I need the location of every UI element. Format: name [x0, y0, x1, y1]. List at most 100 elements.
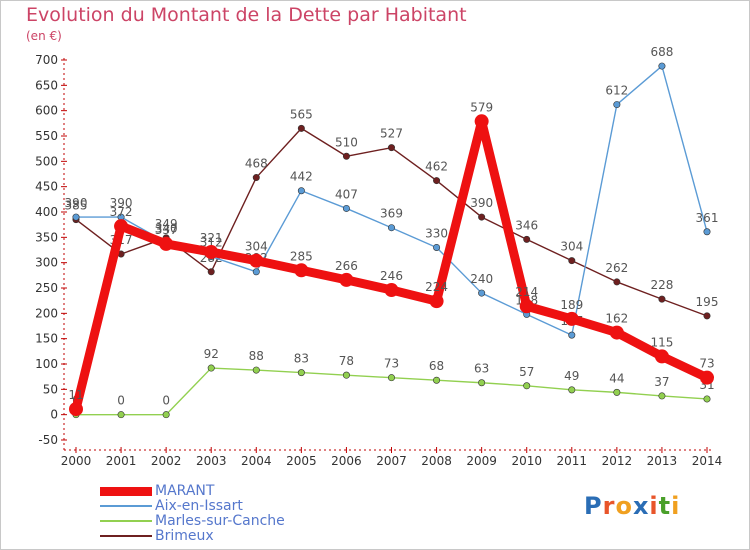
- data-point: [429, 294, 444, 309]
- data-label: 688: [650, 45, 673, 59]
- legend-swatch: [100, 535, 152, 537]
- data-label: 565: [290, 107, 313, 121]
- data-label: 115: [650, 335, 673, 349]
- data-label: 214: [515, 285, 538, 299]
- data-point: [433, 376, 441, 384]
- x-tick-label: 2013: [647, 454, 678, 468]
- data-point: [207, 364, 215, 372]
- data-point: [568, 257, 576, 265]
- data-label: 304: [560, 240, 583, 254]
- data-label: 266: [335, 259, 358, 273]
- data-point: [523, 382, 531, 390]
- data-point: [433, 177, 441, 185]
- logo-letter: i: [649, 492, 659, 520]
- data-point: [568, 386, 576, 394]
- legend-label: Aix-en-Issart: [155, 498, 243, 514]
- legend-swatch: [100, 487, 152, 496]
- y-tick-label: 400: [35, 205, 58, 219]
- x-tick-label: 2003: [196, 454, 227, 468]
- y-tick-label: 300: [35, 256, 58, 270]
- proxiti-logo: Proxiti: [584, 492, 680, 520]
- data-label: 361: [696, 211, 719, 225]
- data-label: 372: [110, 205, 133, 219]
- data-point: [658, 295, 666, 303]
- data-point: [204, 245, 219, 260]
- data-label: 63: [474, 362, 489, 376]
- data-label: 579: [470, 100, 493, 114]
- data-label: 612: [605, 84, 628, 98]
- data-label: 262: [605, 261, 628, 275]
- legend-swatch: [100, 505, 152, 507]
- legend-label: Brimeux: [155, 528, 214, 544]
- y-tick-label: 550: [35, 129, 58, 143]
- y-tick-label: 0: [50, 408, 58, 422]
- legend-swatch: [100, 520, 152, 522]
- data-point: [252, 366, 260, 374]
- data-point: [613, 278, 621, 286]
- chart-title: Evolution du Montant de la Dette par Hab…: [26, 4, 467, 26]
- data-point: [387, 374, 395, 382]
- data-label: 510: [335, 135, 358, 149]
- data-label: 73: [699, 357, 714, 371]
- data-label: 37: [654, 375, 669, 389]
- data-label: 285: [290, 249, 313, 263]
- data-label: 246: [380, 269, 403, 283]
- data-label: 390: [110, 196, 133, 210]
- y-tick-label: 200: [35, 306, 58, 320]
- data-label: 73: [384, 357, 399, 371]
- data-point: [703, 312, 711, 320]
- data-point: [207, 268, 215, 276]
- x-tick-label: 2012: [602, 454, 633, 468]
- y-tick-label: 450: [35, 180, 58, 194]
- data-label: 346: [515, 218, 538, 232]
- data-point: [297, 187, 305, 195]
- x-tick-label: 2009: [466, 454, 497, 468]
- data-point: [478, 213, 486, 221]
- data-label: 462: [425, 160, 448, 174]
- data-label: 390: [65, 196, 88, 210]
- data-label: 11: [68, 388, 83, 402]
- data-point: [384, 283, 399, 298]
- data-point: [342, 204, 350, 212]
- data-point: [613, 101, 621, 109]
- y-tick-label: 100: [35, 357, 58, 371]
- y-tick-label: 700: [35, 53, 58, 67]
- x-tick-label: 2005: [286, 454, 317, 468]
- data-point: [523, 235, 531, 243]
- data-point: [609, 325, 624, 340]
- data-point: [117, 411, 125, 419]
- data-point: [342, 152, 350, 160]
- x-tick-label: 2002: [151, 454, 182, 468]
- x-tick-label: 2004: [241, 454, 272, 468]
- data-point: [658, 62, 666, 70]
- data-point: [252, 174, 260, 182]
- data-point: [700, 370, 714, 385]
- x-tick-label: 2006: [331, 454, 362, 468]
- data-point: [387, 224, 395, 232]
- data-point: [564, 311, 579, 326]
- data-point: [613, 388, 621, 396]
- y-tick-label: 150: [35, 332, 58, 346]
- data-label: 228: [650, 278, 673, 292]
- chart-unit: (en €): [26, 29, 62, 43]
- legend-label: MARANT: [155, 483, 215, 499]
- logo-letter: x: [632, 492, 650, 520]
- data-label: 304: [245, 240, 268, 254]
- data-label: 312: [200, 236, 223, 250]
- x-tick-label: 2001: [106, 454, 137, 468]
- data-label: 68: [429, 359, 444, 373]
- data-point: [387, 144, 395, 152]
- data-label: 78: [339, 354, 354, 368]
- data-point: [658, 392, 666, 400]
- data-label: 57: [519, 365, 534, 379]
- logo-letter: o: [615, 492, 633, 520]
- data-label: 0: [162, 394, 170, 408]
- data-label: 390: [470, 196, 493, 210]
- data-label: 88: [249, 349, 264, 363]
- y-tick-label: 650: [35, 78, 58, 92]
- y-tick-label: 250: [35, 281, 58, 295]
- data-label: 44: [609, 371, 624, 385]
- data-point: [294, 263, 309, 278]
